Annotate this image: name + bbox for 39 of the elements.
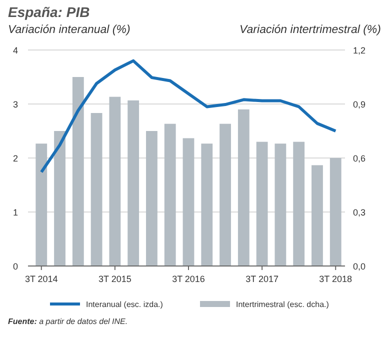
y-tick-label: 3 <box>12 100 18 110</box>
bar <box>201 144 213 266</box>
y-tick-label: 4 <box>12 46 18 56</box>
bar <box>146 131 158 266</box>
bar <box>109 96 121 266</box>
y-tick-label: 1 <box>12 208 18 218</box>
bar <box>330 158 342 266</box>
bar <box>220 124 231 266</box>
bar <box>274 144 286 266</box>
x-tick-label: 3T 2015 <box>98 274 132 284</box>
y2-tick-label: 1,2 <box>353 46 366 56</box>
legend-label: Intertrimestral (esc. dcha.) <box>236 300 330 309</box>
y2-axis-title: Variación intertrimestral (%) <box>240 24 382 36</box>
y2-tick-label: 0,9 <box>353 100 366 110</box>
x-tick-label: 3T 2017 <box>246 274 278 284</box>
bar <box>293 142 305 266</box>
bar <box>72 77 84 266</box>
x-tick-label: 3T 2016 <box>172 274 205 284</box>
y-tick-label: 0 <box>12 262 18 272</box>
bar <box>54 131 66 266</box>
y2-tick-label: 0,3 <box>353 208 366 218</box>
bar <box>36 144 48 266</box>
source-note: Fuente: a partir de datos del INE. <box>8 317 128 326</box>
bar <box>90 113 102 266</box>
bar <box>164 124 176 266</box>
bar <box>256 142 268 266</box>
x-tick-label: 3T 2018 <box>319 274 352 284</box>
line-series <box>40 59 338 174</box>
y2-tick-label: 0,6 <box>353 154 366 164</box>
chart-title: España: PIB <box>8 4 90 20</box>
bar <box>182 138 194 266</box>
y-axis-title: Variación interanual (%) <box>8 24 130 36</box>
legend-label: Interanual (esc. izda.) <box>86 300 164 309</box>
bar <box>312 165 323 266</box>
y2-tick-label: 0,0 <box>353 262 366 272</box>
x-tick-label: 3T 2014 <box>24 274 58 284</box>
bar <box>238 109 250 266</box>
y-tick-label: 2 <box>12 154 18 164</box>
bar <box>128 100 140 266</box>
